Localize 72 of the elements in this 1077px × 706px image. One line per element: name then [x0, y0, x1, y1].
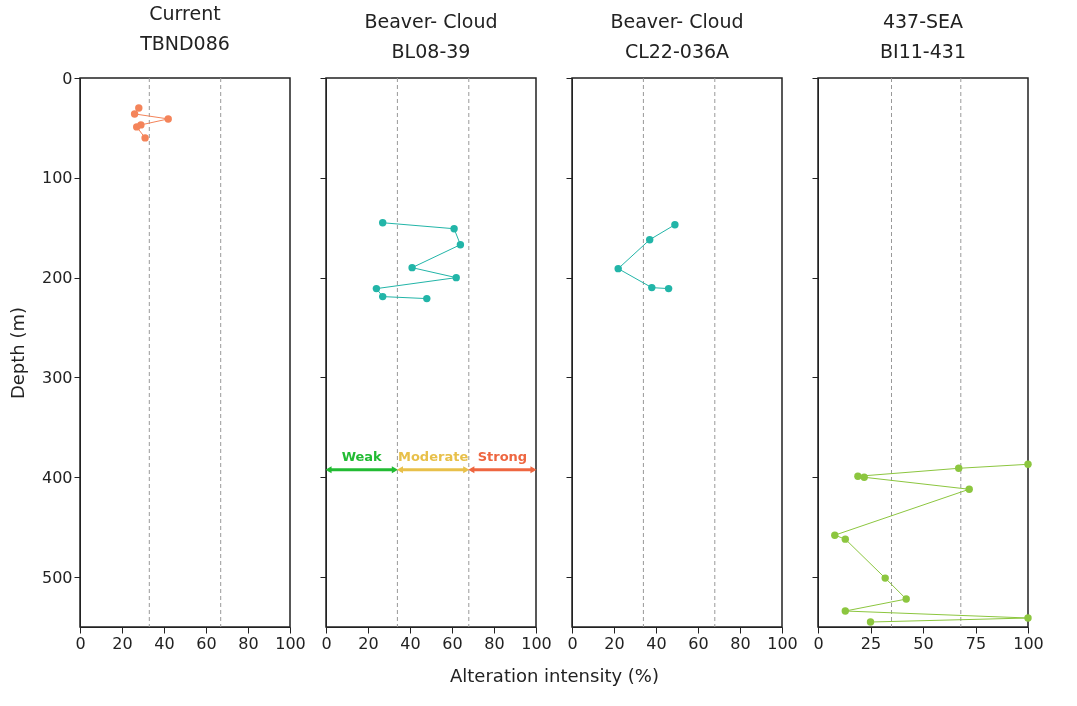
y-tick-label: 400	[41, 467, 73, 487]
x-tick-label: 20	[604, 633, 625, 653]
point	[881, 574, 889, 582]
point	[164, 115, 172, 123]
chart-title: Current	[149, 2, 221, 24]
point	[378, 219, 387, 227]
y-tick-label: 500	[41, 567, 73, 587]
point	[135, 104, 143, 112]
x-tick-label: 60	[442, 633, 463, 653]
y-tick-label: 200	[41, 268, 73, 288]
x-tick-label: 75	[965, 633, 987, 653]
chart-subtitle: TBND086	[139, 32, 230, 54]
point	[671, 221, 679, 229]
point	[452, 273, 460, 282]
x-tick-label: 80	[730, 633, 751, 653]
x-tick-label: 100	[275, 633, 306, 653]
point	[648, 283, 656, 292]
point	[450, 225, 458, 233]
x-tick-label: 60	[196, 633, 217, 653]
annotation: Weak	[341, 448, 383, 464]
point	[841, 535, 850, 543]
y-axis-title: Depth (m)	[6, 306, 28, 400]
x-tick-label: 40	[646, 633, 667, 653]
point	[614, 264, 622, 273]
chart-title: Beaver- Cloud	[364, 9, 498, 32]
point	[841, 607, 850, 615]
x-tick-label: 0	[813, 633, 824, 653]
point	[831, 531, 839, 539]
x-tick-label: 25	[860, 633, 882, 653]
chart-subtitle: BI11-431	[880, 39, 966, 62]
chart-title: Beaver- Cloud	[610, 9, 744, 32]
x-tick-label: 100	[767, 633, 798, 653]
chart-subtitle: CL22-036A	[624, 39, 730, 62]
point	[954, 464, 963, 472]
x-tick-label: 20	[358, 633, 379, 653]
x-axis-title: Alteration intensity (%)	[450, 664, 659, 686]
point	[130, 110, 139, 118]
annotation: Moderate	[397, 448, 469, 464]
x-tick-label: 20	[112, 633, 133, 653]
point	[860, 473, 868, 481]
point	[645, 236, 654, 244]
x-tick-label: 100	[521, 633, 552, 653]
point	[1024, 614, 1032, 622]
x-tick-label: 0	[75, 633, 86, 653]
y-tick-label: 300	[41, 367, 73, 387]
x-tick-label: 0	[567, 633, 578, 653]
x-tick-label: 0	[321, 633, 332, 653]
chart-title: 437-SEA	[882, 9, 964, 32]
point	[866, 618, 875, 626]
point	[132, 123, 141, 131]
y-tick-label: 100	[41, 168, 73, 188]
y-tick-label: 0	[62, 68, 73, 88]
x-tick-label: 100	[1013, 633, 1044, 653]
point	[1024, 460, 1032, 468]
point	[902, 595, 910, 603]
annotation: Strong	[477, 448, 528, 464]
point	[965, 485, 973, 493]
x-tick-label: 80	[238, 633, 259, 653]
chart-subtitle: BL08-39	[391, 39, 471, 62]
point	[423, 294, 431, 303]
x-tick-label: 60	[688, 633, 709, 653]
x-tick-label: 80	[484, 633, 505, 653]
point	[456, 241, 465, 249]
point	[664, 284, 673, 293]
point	[372, 284, 381, 293]
x-tick-label: 50	[913, 633, 934, 653]
point	[141, 134, 149, 142]
point	[378, 292, 387, 301]
x-tick-label: 40	[154, 633, 175, 653]
point	[408, 263, 416, 272]
point	[854, 472, 862, 480]
x-tick-label: 40	[400, 633, 421, 653]
